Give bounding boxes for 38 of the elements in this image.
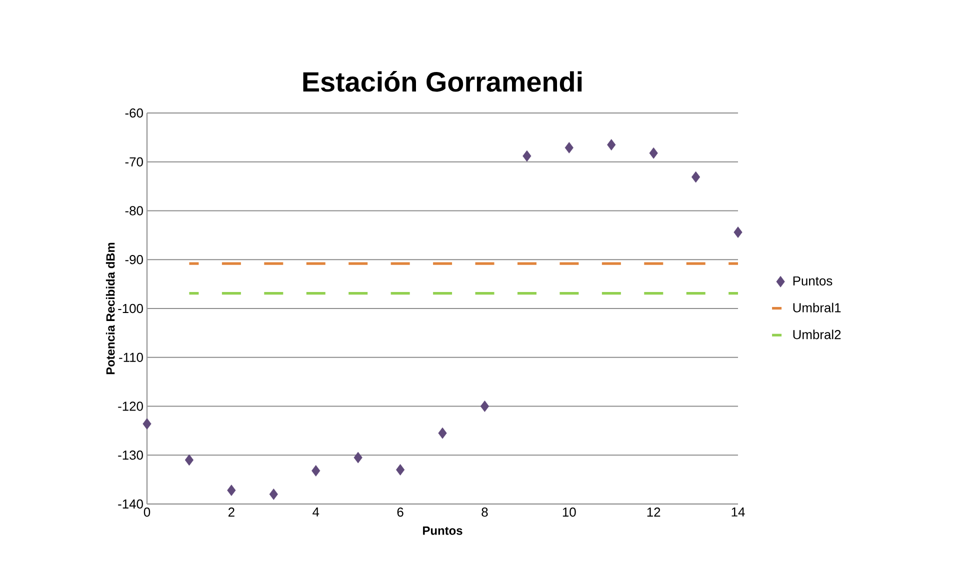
point xyxy=(649,147,658,159)
y-axis-title: Potencia Recibida dBm xyxy=(106,242,115,374)
point xyxy=(607,139,616,150)
y-tick-label: -130 xyxy=(118,450,143,460)
legend-label: Umbral2 xyxy=(793,330,841,340)
y-tick-label: -120 xyxy=(118,402,143,411)
x-tick-label: 2 xyxy=(228,508,234,517)
chart-title: Estación Gorramendi xyxy=(303,71,582,92)
legend-label: Puntos xyxy=(793,276,832,286)
y-tick-label: -90 xyxy=(125,255,143,264)
x-tick-label: 8 xyxy=(482,508,488,517)
point xyxy=(480,400,490,412)
y-tick-label: -80 xyxy=(125,206,143,216)
point xyxy=(142,418,152,430)
y-tick-label: -60 xyxy=(125,108,143,118)
point xyxy=(564,142,574,154)
point xyxy=(691,171,700,183)
x-tick-label: 14 xyxy=(732,508,745,516)
point xyxy=(184,454,194,466)
x-tick-label: 12 xyxy=(647,508,660,517)
x-tick-label: 10 xyxy=(562,508,576,517)
point xyxy=(312,465,320,476)
y-tick-label: -110 xyxy=(119,352,143,362)
point xyxy=(438,427,447,439)
y-tick-label: -100 xyxy=(118,304,143,314)
point xyxy=(522,150,532,162)
point xyxy=(227,484,236,496)
y-tick-label: -140 xyxy=(118,499,143,509)
x-tick-label: 6 xyxy=(397,508,404,517)
point xyxy=(269,488,278,500)
x-axis-title: Puntos xyxy=(423,526,462,535)
x-tick-label: 0 xyxy=(144,508,150,517)
x-tick-label: 4 xyxy=(312,508,320,516)
y-tick-label: -70 xyxy=(125,157,143,166)
point xyxy=(354,452,362,464)
legend-label: Umbral1 xyxy=(793,302,841,312)
point xyxy=(734,226,742,238)
point xyxy=(396,464,405,476)
